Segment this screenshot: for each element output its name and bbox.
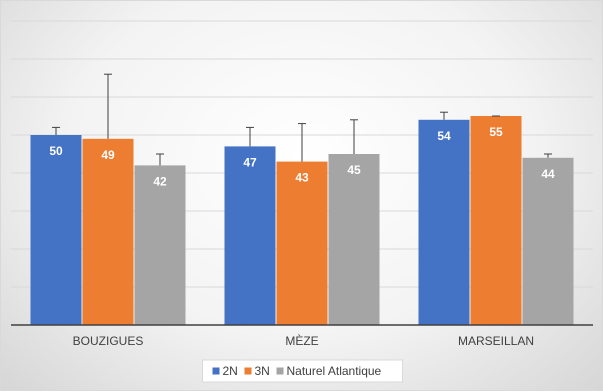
bar bbox=[328, 154, 380, 325]
bars bbox=[30, 116, 574, 325]
data-label: 50 bbox=[49, 144, 63, 158]
legend-label: Naturel Atlantique bbox=[287, 364, 382, 378]
data-label: 55 bbox=[489, 125, 503, 139]
legend-swatch bbox=[244, 367, 252, 375]
legend-swatch bbox=[276, 367, 284, 375]
error-bars bbox=[52, 73, 552, 166]
legend: 2N 3N Naturel Atlantique bbox=[202, 359, 403, 383]
data-label: 54 bbox=[437, 129, 451, 143]
bar bbox=[30, 135, 82, 325]
bar bbox=[522, 157, 574, 325]
data-label: 44 bbox=[541, 167, 555, 181]
bar bbox=[134, 165, 186, 325]
data-label: 49 bbox=[101, 148, 115, 162]
data-label: 42 bbox=[153, 174, 167, 188]
x-tick-label: MARSEILLAN bbox=[458, 334, 534, 348]
legend-box bbox=[202, 359, 403, 383]
legend-label: 2N bbox=[223, 364, 238, 378]
bar bbox=[82, 138, 134, 325]
bar bbox=[276, 161, 328, 325]
data-label: 47 bbox=[243, 155, 257, 169]
bar bbox=[418, 119, 470, 325]
data-label: 43 bbox=[295, 171, 309, 185]
x-tick-label: MÈZE bbox=[285, 333, 318, 348]
data-labels: 50 49 42 47 43 45 54 55 44 bbox=[49, 125, 555, 188]
legend-swatch bbox=[212, 367, 220, 375]
x-tick-label: BOUZIGUES bbox=[73, 334, 144, 348]
bar bbox=[470, 116, 522, 325]
data-label: 45 bbox=[347, 163, 361, 177]
x-axis: BOUZIGUES MÈZE MARSEILLAN bbox=[11, 324, 593, 348]
legend-label: 3N bbox=[255, 364, 270, 378]
bar bbox=[224, 146, 276, 325]
